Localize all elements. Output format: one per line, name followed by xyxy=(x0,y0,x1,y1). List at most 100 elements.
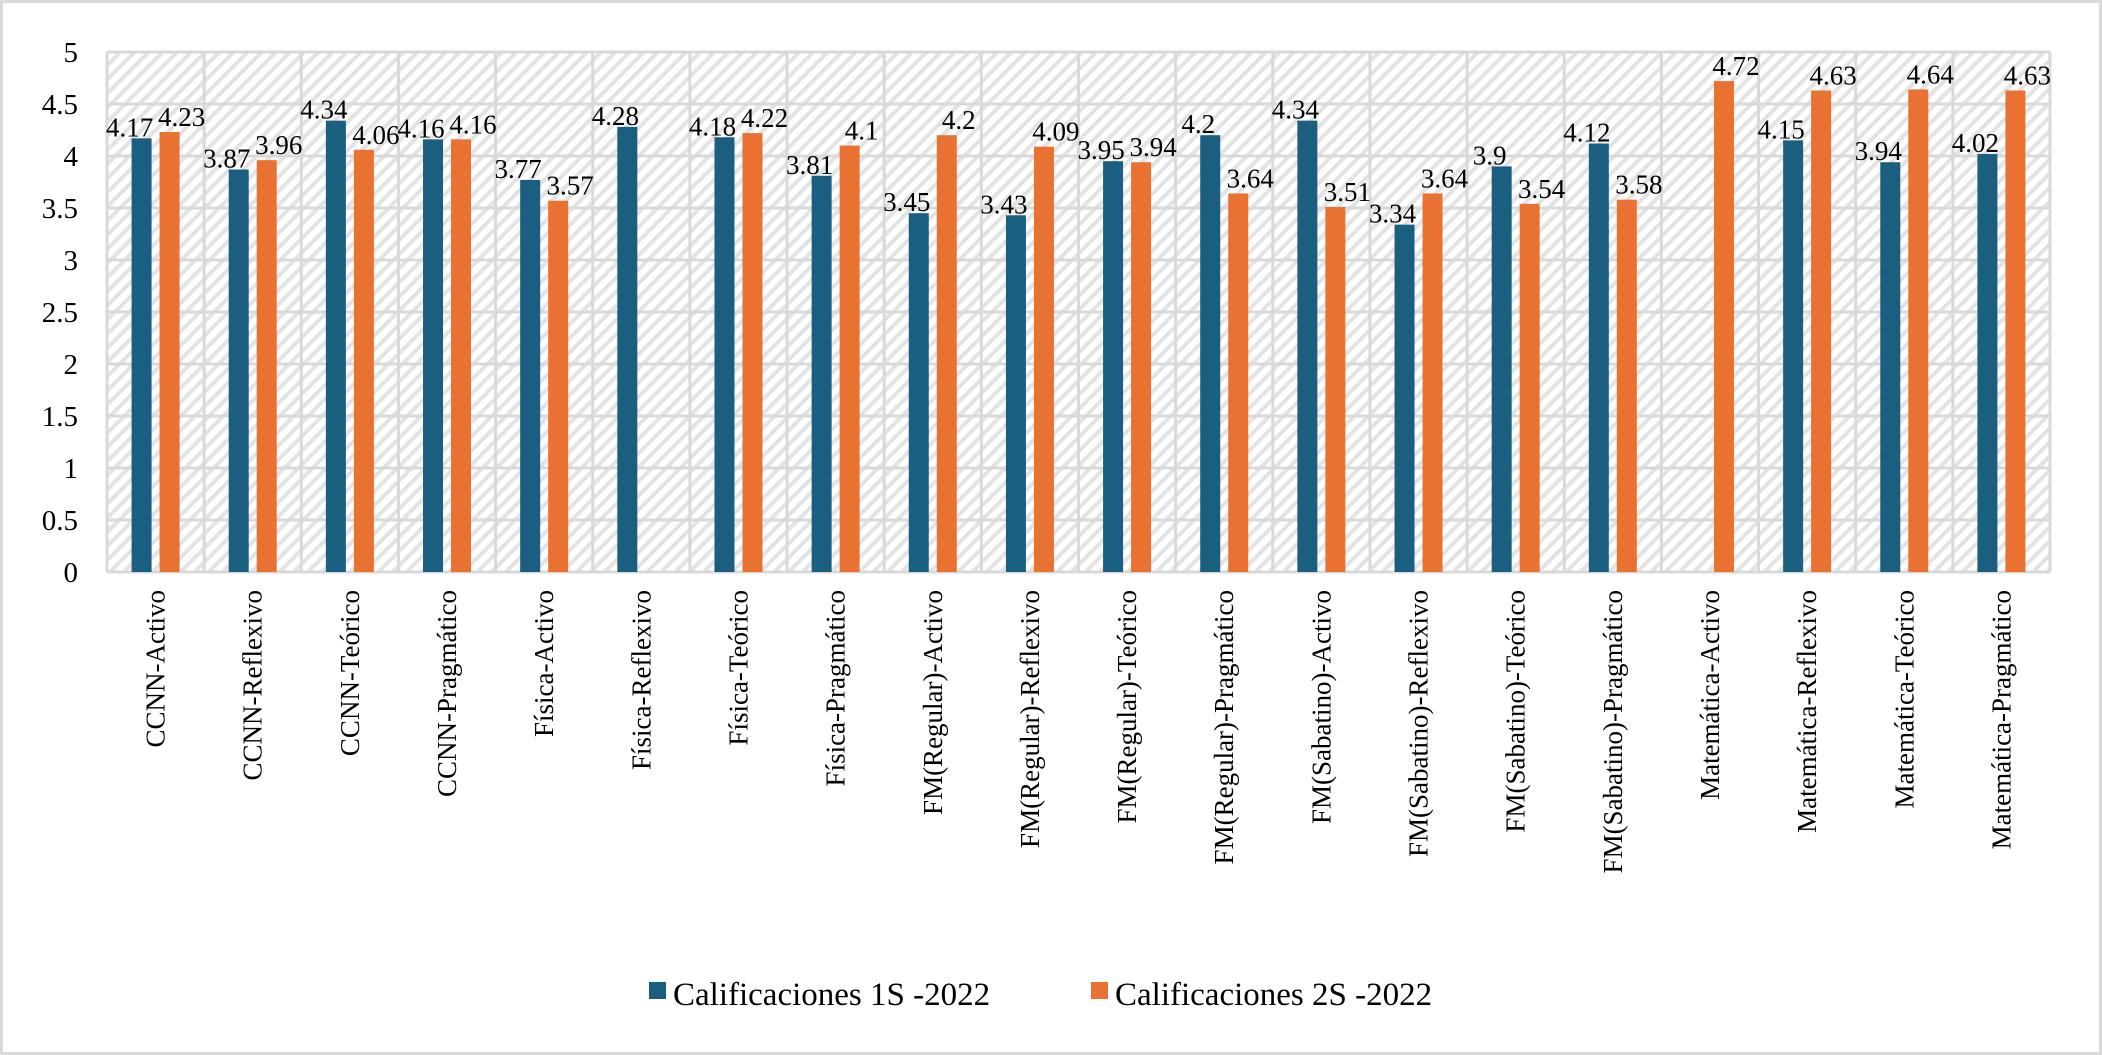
bar-series-1 xyxy=(325,120,346,572)
data-label: 3.51 xyxy=(1324,177,1371,207)
bar-series-2 xyxy=(353,149,374,572)
bar-series-1 xyxy=(714,137,735,572)
data-label: 3.77 xyxy=(495,154,542,184)
data-label: 4.22 xyxy=(741,103,788,133)
data-label: 4.16 xyxy=(397,113,444,143)
x-category-label: CCNN-Reflexivo xyxy=(238,590,268,780)
y-tick-label: 2.5 xyxy=(42,297,78,329)
data-label: 4.34 xyxy=(300,95,348,125)
data-label: 3.87 xyxy=(203,144,250,174)
bars xyxy=(131,81,2026,573)
legend-swatch-series-1 xyxy=(649,982,666,999)
bar-series-1 xyxy=(1491,166,1512,572)
y-axis-ticks: 0 0.5 1 1.5 2 2.5 3 3.5 4 4.5 5 xyxy=(42,37,79,589)
data-label: 4.72 xyxy=(1712,51,1759,81)
x-category-label: FM(Sabatino)-Teórico xyxy=(1501,590,1531,833)
bar-series-2 xyxy=(1422,193,1443,572)
data-label: 3.57 xyxy=(547,171,594,201)
bar-series-1 xyxy=(1005,215,1026,572)
x-category-label: FM(Regular)-Pragmático xyxy=(1209,590,1239,864)
y-tick-label: 0.5 xyxy=(42,505,78,537)
x-category-label: Física-Activo xyxy=(529,590,559,737)
bar-series-1 xyxy=(908,213,929,572)
data-label: 4.2 xyxy=(942,105,976,135)
data-labels: 4.17 3.87 4.34 4.16 3.77 4.28 4.18 3.81 3.45 3.43… xyxy=(106,51,2051,229)
bar-series-1 xyxy=(1200,135,1221,572)
x-category-label: CCNN-Activo xyxy=(141,590,171,748)
data-label: 3.64 xyxy=(1227,163,1275,193)
data-label: 4.63 xyxy=(2004,60,2051,90)
x-category-label: Matemática-Reflexivo xyxy=(1792,590,1822,833)
bar-series-1 xyxy=(1880,162,1901,573)
x-category-label: Física-Teórico xyxy=(723,590,753,746)
data-label: 4.18 xyxy=(689,111,736,141)
legend-swatch-series-2 xyxy=(1091,982,1108,999)
x-category-label: Física-Pragmático xyxy=(821,590,851,786)
x-category-label: FM(Sabatino)-Reflexivo xyxy=(1404,590,1434,857)
bar-series-2 xyxy=(451,139,472,573)
data-label: 4.12 xyxy=(1563,118,1610,148)
bar-series-2 xyxy=(159,132,180,572)
y-tick-label: 4.5 xyxy=(42,89,78,121)
bar-series-2 xyxy=(1519,203,1540,572)
x-category-label: Matemática-Activo xyxy=(1695,590,1725,800)
bar-series-2 xyxy=(936,135,957,572)
x-category-label: CCNN-Teórico xyxy=(335,590,365,756)
x-axis-categories: CCNN-Activo CCNN-Reflexivo CCNN-Teórico CCN… xyxy=(141,590,2017,873)
legend-label-series-2: Calificaciones 2S -2022 xyxy=(1115,977,1432,1013)
bar-series-1 xyxy=(423,139,444,573)
data-label: 4.16 xyxy=(449,109,496,139)
data-label: 4.09 xyxy=(1032,117,1079,147)
data-label: 3.9 xyxy=(1473,140,1507,170)
data-label: 3.45 xyxy=(883,187,930,217)
legend: Calificaciones 1S -2022 Calificaciones 2… xyxy=(649,977,1432,1013)
y-tick-label: 1.5 xyxy=(42,401,78,433)
bar-series-2 xyxy=(2005,90,2026,572)
x-category-label: Matemática-Teórico xyxy=(1889,590,1919,809)
data-label: 3.34 xyxy=(1369,199,1417,229)
x-category-label: Física-Reflexivo xyxy=(626,590,656,770)
bar-series-1 xyxy=(131,138,152,572)
y-tick-label: 1 xyxy=(64,453,79,485)
bar-series-2 xyxy=(1908,89,1929,572)
y-tick-label: 3 xyxy=(64,245,79,277)
bar-series-1 xyxy=(617,126,638,572)
bar-series-2 xyxy=(1616,199,1637,572)
data-label: 3.96 xyxy=(255,130,302,160)
y-tick-label: 2 xyxy=(64,349,79,381)
y-tick-label: 5 xyxy=(64,37,79,69)
bar-series-2 xyxy=(548,200,569,572)
x-category-label: FM(Sabatino)-Pragmático xyxy=(1598,590,1628,873)
data-label: 3.54 xyxy=(1518,174,1566,204)
data-label: 4.02 xyxy=(1952,128,1999,158)
bar-series-2 xyxy=(1131,162,1152,573)
data-label: 4.64 xyxy=(1907,59,1955,89)
bar-series-1 xyxy=(1297,120,1318,572)
x-category-label: FM(Sabatino)-Activo xyxy=(1306,590,1336,824)
data-label: 4.06 xyxy=(352,120,399,150)
data-label: 4.23 xyxy=(158,102,205,132)
y-tick-label: 3.5 xyxy=(42,193,78,225)
data-label: 4.15 xyxy=(1758,114,1805,144)
legend-label-series-1: Calificaciones 1S -2022 xyxy=(673,977,990,1013)
y-tick-label: 4 xyxy=(64,141,79,173)
bar-series-1 xyxy=(1103,161,1124,572)
bar-series-2 xyxy=(1325,206,1346,572)
bar-series-2 xyxy=(1713,81,1734,573)
bar-series-2 xyxy=(256,160,277,572)
data-label: 4.28 xyxy=(592,101,639,131)
bar-series-2 xyxy=(1811,90,1832,572)
bar-series-1 xyxy=(1394,224,1415,572)
data-label: 4.63 xyxy=(1810,60,1857,90)
bar-series-1 xyxy=(1977,153,1998,573)
bar-series-2 xyxy=(742,133,763,572)
bar-series-2 xyxy=(839,145,860,572)
x-category-label: Matemática-Pragmático xyxy=(1986,590,2016,849)
data-label: 4.1 xyxy=(845,116,879,146)
data-label: 3.94 xyxy=(1855,136,1903,166)
data-label: 3.81 xyxy=(786,150,833,180)
bar-series-1 xyxy=(228,169,249,572)
bar-series-2 xyxy=(1228,193,1249,572)
data-label: 3.94 xyxy=(1129,132,1177,162)
